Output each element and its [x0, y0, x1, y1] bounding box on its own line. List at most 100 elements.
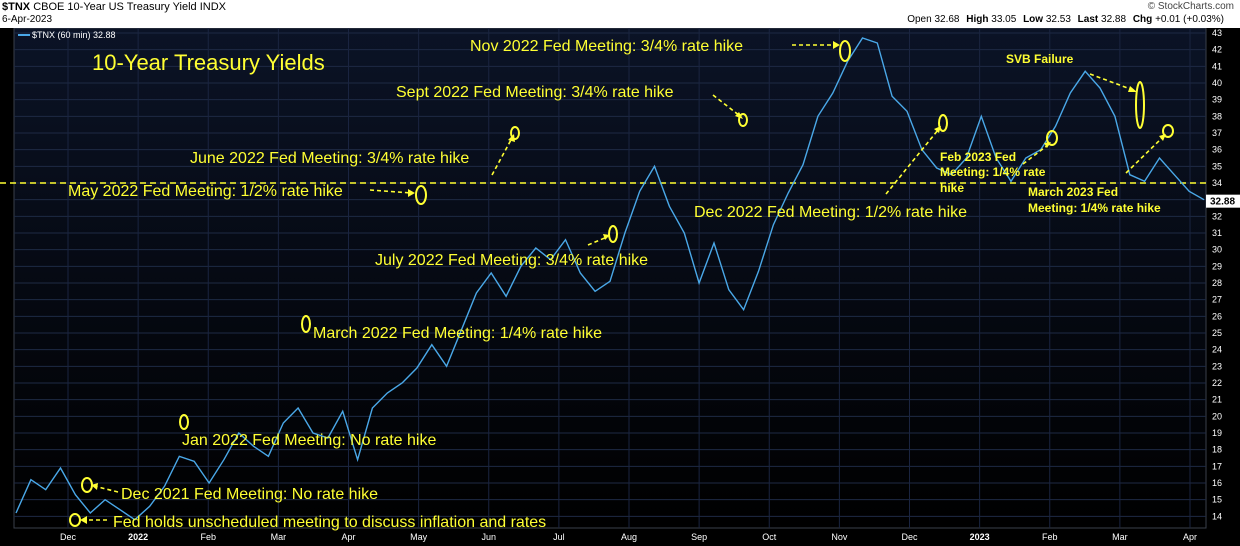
marker-nov-2022: [839, 40, 851, 62]
treasury-yield-chart: 1415161718192021222324252627282930313233…: [0, 28, 1240, 542]
watermark: © StockCharts.com: [1147, 1, 1234, 12]
y-tick-label: 39: [1212, 95, 1222, 105]
y-tick-label: 18: [1212, 445, 1222, 455]
y-tick-label: 36: [1212, 145, 1222, 155]
low-value: 32.53: [1045, 14, 1071, 25]
high-label: High: [966, 14, 989, 25]
x-tick-label: Dec: [60, 532, 77, 542]
arrow-mar-2023: [1125, 136, 1164, 174]
annotation-jul-2022: July 2022 Fed Meeting: 3/4% rate hike: [375, 252, 648, 269]
arrow-svb: [1089, 73, 1134, 91]
arrowhead-jul-2022: [603, 234, 610, 240]
y-tick-label: 22: [1212, 378, 1222, 388]
marker-dec-2022: [938, 114, 948, 132]
arrow-heads: [80, 41, 1166, 524]
y-tick-label: 24: [1212, 345, 1222, 355]
y-tick-label: 34: [1212, 178, 1222, 188]
arrowhead-nov-2022: [833, 41, 840, 49]
arrow-jun-2022: [491, 137, 513, 176]
chart-date: 6-Apr-2023: [2, 14, 53, 25]
x-tick-label: 2022: [128, 532, 148, 542]
y-tick-label: 17: [1212, 461, 1222, 471]
y-tick-label: 15: [1212, 495, 1222, 505]
chart-header: $TNX CBOE 10-Year US Treasury Yield INDX…: [0, 0, 1240, 28]
y-tick-label: 26: [1212, 311, 1222, 321]
arrow-jul-2022: [587, 236, 608, 246]
annotation-dec-2021: Dec 2021 Fed Meeting: No rate hike: [121, 486, 378, 503]
low-label: Low: [1023, 14, 1044, 25]
y-tick-label: 30: [1212, 245, 1222, 255]
annotation-mar-2022: March 2022 Fed Meeting: 1/4% rate hike: [313, 325, 602, 342]
arrowhead-feb-2023: [1044, 142, 1051, 148]
high-value: 33.05: [991, 14, 1017, 25]
y-tick-label: 19: [1212, 428, 1222, 438]
marker-may-2022: [415, 185, 427, 205]
symbol-description: CBOE 10-Year US Treasury Yield INDX: [33, 1, 226, 13]
arrowhead-mar-2023: [1159, 134, 1166, 141]
x-tick-label: Sep: [691, 532, 707, 542]
open-label: Open: [907, 14, 932, 25]
arrowhead-dec-2022: [934, 126, 941, 133]
ohlc-readout: Open 32.68 High 33.05 Low 32.53 Last 32.…: [907, 14, 1224, 25]
yield-series-line: [15, 37, 1205, 521]
y-tick-label: 38: [1212, 111, 1222, 121]
y-tick-label: 37: [1212, 128, 1222, 138]
y-tick-label: 28: [1212, 278, 1222, 288]
annotation-jun-2022: June 2022 Fed Meeting: 3/4% rate hike: [190, 150, 469, 167]
symbol: $TNX: [2, 1, 31, 13]
x-tick-label: Dec: [901, 532, 918, 542]
event-markers: [69, 40, 1174, 527]
annotation-mar-2023-line2: Meeting: 1/4% rate hike: [1028, 201, 1161, 215]
arrow-feb-2023: [1022, 144, 1049, 165]
chart-title: 10-Year Treasury Yields: [92, 50, 325, 75]
last-value: 32.88: [1101, 14, 1127, 25]
marker-mar-2023: [1162, 124, 1174, 138]
x-tick-label: Apr: [1183, 532, 1197, 542]
annotation-feb-2023-line1: Feb 2023 Fed: [940, 150, 1016, 164]
annotation-jan-2022: Jan 2022 Fed Meeting: No rate hike: [182, 432, 436, 449]
x-tick-label: Mar: [1112, 532, 1128, 542]
open-value: 32.68: [934, 14, 960, 25]
annotation-dec-2022: Dec 2022 Fed Meeting: 1/2% rate hike: [694, 204, 967, 221]
grid: [14, 28, 1206, 528]
annotation-svb: SVB Failure: [1006, 52, 1074, 66]
x-tick-label: Mar: [271, 532, 287, 542]
x-tick-label: Apr: [341, 532, 355, 542]
y-tick-label: 35: [1212, 161, 1222, 171]
y-tick-label: 21: [1212, 395, 1222, 405]
last-label: Last: [1077, 14, 1099, 25]
y-axis: 1415161718192021222324252627282930313233…: [1212, 28, 1222, 521]
symbol-line: $TNX CBOE 10-Year US Treasury Yield INDX: [2, 1, 226, 13]
x-tick-label: Nov: [831, 532, 848, 542]
arrow-sep-2022: [712, 94, 741, 117]
y-tick-label: 40: [1212, 78, 1222, 88]
arrow-may-2022: [369, 189, 413, 194]
marker-svb: [1135, 81, 1145, 129]
y-tick-label: 25: [1212, 328, 1222, 338]
y-tick-label: 42: [1212, 45, 1222, 55]
arrowhead-may-2022: [408, 189, 415, 197]
x-axis: Dec 2022 Feb Mar Apr May Jun Jul Aug Sep Oct Nov Dec…: [60, 532, 1197, 542]
arrowhead-jun-2022: [508, 134, 515, 142]
y-tick-label: 43: [1212, 28, 1222, 38]
marker-sep-2022: [738, 113, 748, 127]
annotation-unscheduled: Fed holds unscheduled meeting to discuss…: [113, 514, 546, 531]
arrowhead-svb: [1128, 86, 1137, 92]
marker-feb-2023: [1046, 130, 1058, 146]
arrowhead-sep-2022: [735, 112, 743, 119]
marker-jun-2022: [510, 126, 520, 140]
annotation-feb-2023-line3: hike: [940, 181, 964, 195]
annotation-feb-2023-line2: Meeting: 1/4% rate: [940, 165, 1046, 179]
y-tick-label: 41: [1212, 61, 1222, 71]
x-tick-label: Feb: [200, 532, 216, 542]
annotation-mar-2023-line1: March 2023 Fed: [1028, 185, 1118, 199]
arrowhead-unscheduled: [80, 516, 87, 524]
x-tick-label: May: [410, 532, 428, 542]
legend-series: $TNX (60 min) 32.88: [32, 30, 116, 40]
arrowhead-dec-2021: [91, 483, 98, 490]
chg-value: +0.01 (+0.03%): [1155, 14, 1224, 25]
annotation-may-2022: May 2022 Fed Meeting: 1/2% rate hike: [68, 183, 343, 200]
chg-label: Chg: [1132, 14, 1153, 25]
x-tick-label: Aug: [621, 532, 637, 542]
y-tick-label: 23: [1212, 361, 1222, 371]
